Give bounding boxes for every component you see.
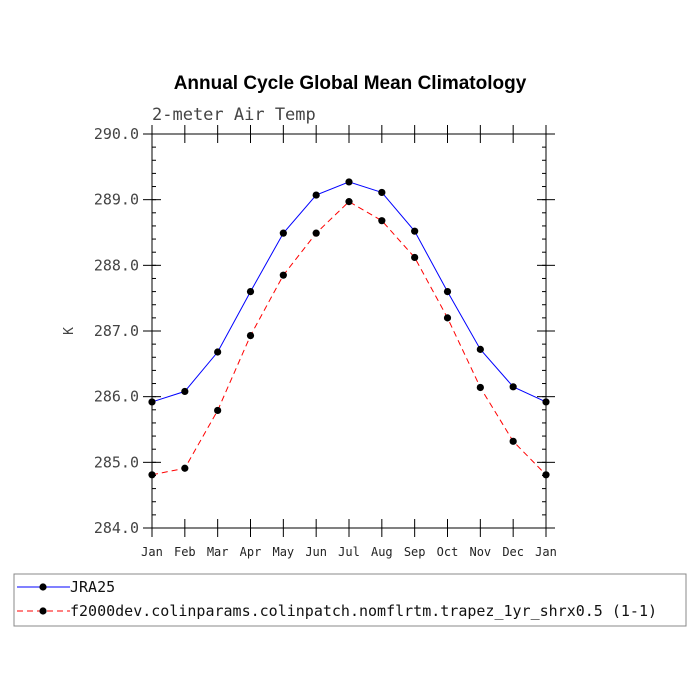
x-tick-label: Dec xyxy=(502,545,524,559)
x-tick-label: Aug xyxy=(371,545,393,559)
series-line-1 xyxy=(151,181,547,403)
series-1-point xyxy=(148,398,156,406)
series-2-point xyxy=(279,271,287,279)
chart-subtitle: 2-meter Air Temp xyxy=(152,105,316,125)
legend-box xyxy=(13,573,687,627)
series-line-2 xyxy=(151,201,547,476)
y-tick-label: 288.0 xyxy=(94,256,139,274)
y-tick-label: 290.0 xyxy=(94,125,139,143)
y-axis-label: K xyxy=(62,327,77,335)
x-tick-label: Jan xyxy=(535,545,557,559)
axes-layer: 284.0 285.0 286.0 287.0 288.0 289.0 290.0 Jan Fe… xyxy=(94,125,557,559)
series-1-point xyxy=(443,288,452,296)
x-tick-label: May xyxy=(272,545,294,559)
x-tick-label: Apr xyxy=(240,545,262,559)
legend-marker-1 xyxy=(39,583,47,591)
x-tick-label: Sep xyxy=(404,545,426,559)
series-1-point xyxy=(181,387,189,396)
x-tick-label: Nov xyxy=(469,545,491,559)
series-1-point xyxy=(378,188,386,197)
x-tick-label: Mar xyxy=(207,545,229,559)
plot-frame xyxy=(151,133,547,529)
series-1-point xyxy=(476,345,484,353)
x-tick-label: Feb xyxy=(174,545,196,559)
series-layer xyxy=(148,178,550,479)
y-tick-label: 286.0 xyxy=(94,388,139,406)
series-1-point xyxy=(411,227,419,235)
series-2-point xyxy=(214,406,222,415)
series-1-point xyxy=(279,229,287,237)
legend-label-2: f2000dev.colinparams.colinpatch.nomflrtm… xyxy=(70,602,657,620)
y-tick-label: 289.0 xyxy=(94,191,139,209)
series-1-point xyxy=(509,383,517,391)
x-tick-label: Jan xyxy=(141,545,163,559)
legend-layer: JRA25 f2000dev.colinparams.colinpatch.nom… xyxy=(17,578,657,620)
y-tick-label: 284.0 xyxy=(94,519,139,537)
series-2-point xyxy=(509,437,517,445)
series-2-point xyxy=(312,229,320,237)
series-2-point xyxy=(378,217,386,225)
y-tick-label: 287.0 xyxy=(94,322,139,340)
series-2-point xyxy=(411,253,419,262)
chart-title: Annual Cycle Global Mean Climatology xyxy=(174,73,527,94)
legend-label-1: JRA25 xyxy=(70,578,115,596)
y-tick-label: 285.0 xyxy=(94,453,139,471)
x-tick-label: Jun xyxy=(305,545,327,559)
series-2-point xyxy=(542,471,550,479)
series-2-point xyxy=(148,471,156,479)
series-1-point xyxy=(312,191,320,199)
x-tick-label: Oct xyxy=(437,545,459,559)
series-2-point xyxy=(345,198,353,206)
series-2-point xyxy=(476,383,484,392)
series-1-point xyxy=(542,398,550,406)
legend-marker-2 xyxy=(39,607,47,615)
series-1-point xyxy=(345,178,353,186)
series-1-point xyxy=(246,288,255,296)
series-1-point xyxy=(214,348,222,356)
series-2-point xyxy=(181,464,189,472)
series-2-point xyxy=(443,314,452,322)
series-2-point xyxy=(246,331,255,340)
x-tick-label: Jul xyxy=(338,545,360,559)
